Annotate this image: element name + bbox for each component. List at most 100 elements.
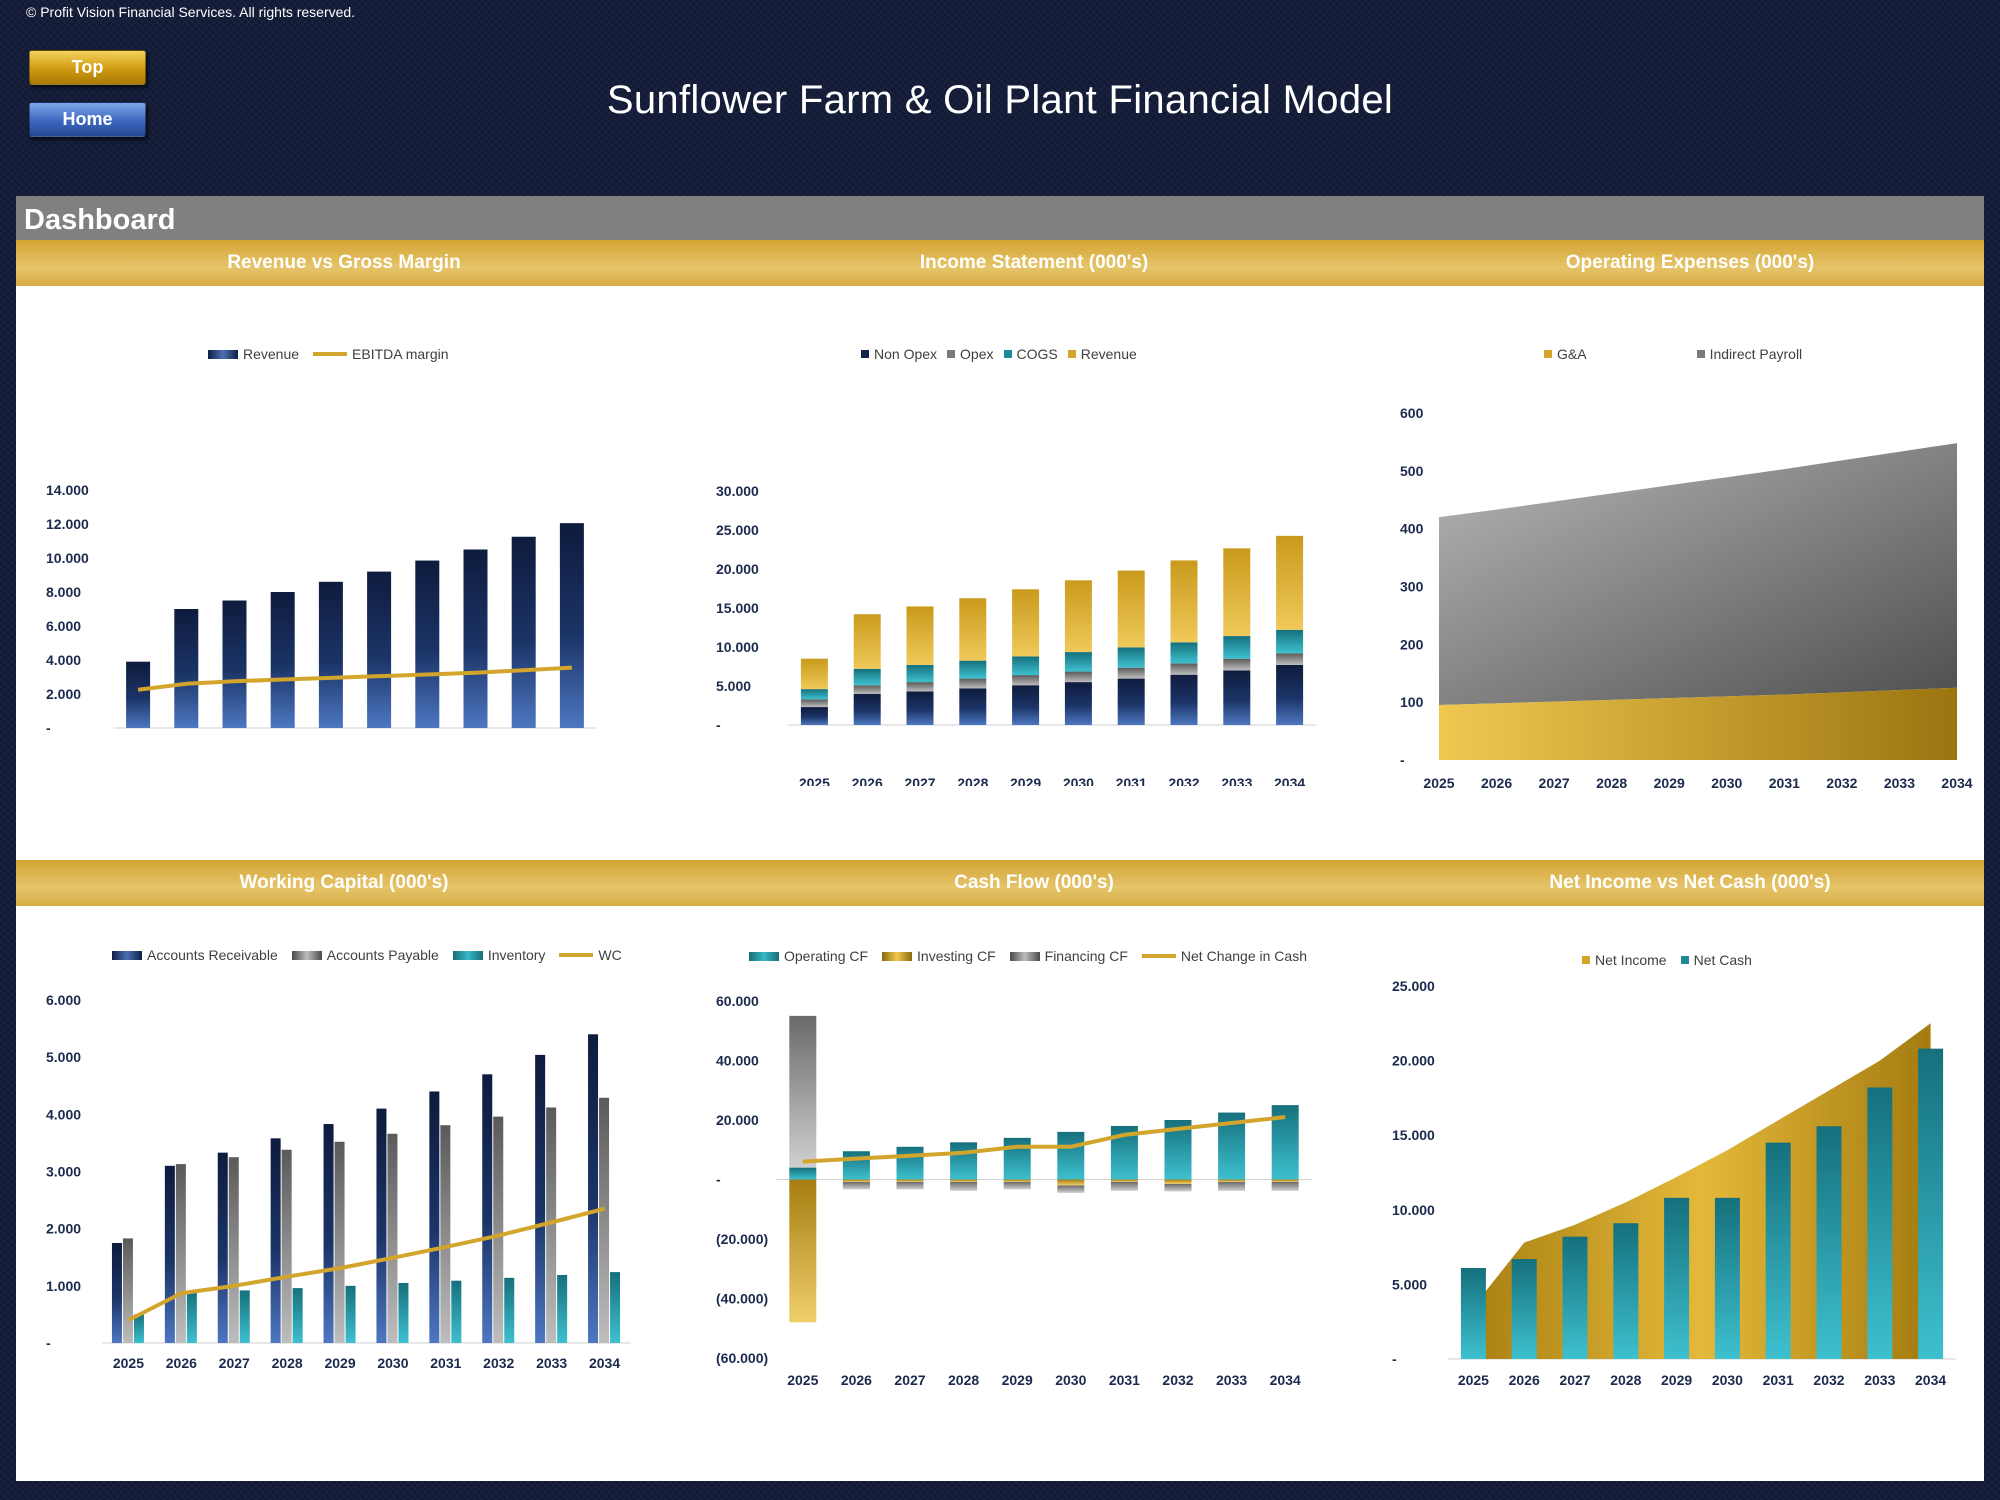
net-change-in-cash-line (802, 1115, 1286, 1164)
cogs-bar (1117, 647, 1145, 668)
x-tick-label: 2029 (324, 1355, 355, 1371)
inventory-bar (239, 1290, 250, 1343)
x-tick-label: 2033 (1216, 1372, 1247, 1388)
non-opex-bar (959, 688, 987, 725)
accounts-payable-bar (281, 1149, 292, 1343)
investing-cf-bar (1057, 1179, 1085, 1186)
legend-swatch (112, 950, 142, 960)
investing-cf-bar (1218, 1179, 1246, 1182)
net-cash-bar (1867, 1087, 1893, 1359)
inventory-bar (186, 1291, 197, 1343)
net-cash-bar (1460, 1267, 1486, 1359)
y-tick-label: 5.000 (1392, 1276, 1427, 1292)
y-tick-label: 12.000 (46, 516, 89, 532)
y-tick-label: 10.000 (716, 639, 759, 655)
legend-label: Financing CF (1044, 948, 1128, 964)
x-tick-label: 2027 (1559, 1372, 1590, 1388)
y-tick-label: - (716, 1172, 721, 1188)
revenue-bar (1064, 580, 1092, 653)
legend-label: Revenue (1080, 346, 1137, 362)
financing-cf-bar (896, 1181, 924, 1190)
financing-cf-bar (1110, 1181, 1138, 1191)
x-tick-label: 2025 (787, 1372, 818, 1388)
y-tick-label: 20.000 (716, 1112, 759, 1128)
x-tick-label: 2030 (1711, 775, 1742, 791)
y-tick-label: 400 (1400, 521, 1424, 537)
y-tick-label: 60.000 (716, 993, 759, 1009)
x-tick-label: 2026 (852, 775, 883, 786)
non-opex-bar (1064, 682, 1092, 725)
non-opex-bar (1170, 674, 1198, 725)
legend-swatch (313, 352, 348, 356)
accounts-receivable-bar (270, 1138, 281, 1343)
x-tick-label: 2029 (1002, 1372, 1033, 1388)
revenue-bar (853, 614, 881, 669)
legend-swatch (1544, 350, 1552, 358)
operating-cf-bar (1057, 1131, 1085, 1180)
investing-cf-bar (950, 1179, 978, 1182)
non-opex-bar (1223, 670, 1251, 725)
x-tick-label: 2033 (1884, 775, 1915, 791)
y-tick-label: 500 (1400, 463, 1424, 479)
revenue-bar (1276, 535, 1304, 630)
copyright-text: © Profit Vision Financial Services. All … (26, 4, 356, 20)
legend-label: COGS (1016, 346, 1058, 362)
accounts-receivable-bar (535, 1054, 546, 1343)
legend-opex: G&A Indirect Payroll (1544, 346, 1816, 362)
net-cash-bar (1765, 1142, 1791, 1359)
cogs-bar (1170, 642, 1198, 664)
revenue-bar (463, 549, 488, 728)
cashflow-chart: (60.000) (40.000) (20.000) - 20.000 40.000 60.… (716, 993, 1312, 1388)
legend-label: Opex (960, 346, 994, 362)
financing-cf-bar (950, 1181, 978, 1191)
revenue-bar (959, 598, 987, 661)
x-tick-label: 2030 (1063, 775, 1094, 786)
non-opex-bar (1276, 664, 1304, 725)
investing-cf-bar (842, 1179, 870, 1182)
x-tick-label: 2027 (1539, 775, 1570, 791)
home-button[interactable]: Home (29, 102, 146, 137)
cogs-bar (1276, 629, 1304, 654)
chart-title-wc: Working Capital (000's) (239, 872, 449, 893)
y-tick-label: 25.000 (716, 522, 759, 538)
x-tick-label: 2030 (377, 1355, 408, 1371)
x-tick-label: 2032 (1813, 1372, 1844, 1388)
chart-title-revenue: Revenue vs Gross Margin (227, 252, 461, 273)
indirect-payroll-area (1439, 443, 1957, 706)
x-tick-label: 2034 (1270, 1372, 1301, 1388)
accounts-payable-bar (122, 1238, 133, 1343)
investing-cf-bar (1003, 1179, 1031, 1182)
legend-label: Operating CF (784, 948, 869, 964)
legend-swatch (861, 350, 869, 358)
y-tick-label: 10.000 (1392, 1202, 1435, 1218)
x-tick-label: 2029 (1010, 775, 1041, 786)
x-tick-label: 2028 (1610, 1372, 1641, 1388)
y-tick-label: 5.000 (716, 678, 751, 694)
y-tick-label: (20.000) (716, 1231, 768, 1247)
y-tick-label: 15.000 (1392, 1127, 1435, 1143)
net-cash-bar (1562, 1236, 1588, 1359)
opex-bar (1170, 663, 1198, 675)
accounts-payable-bar (546, 1107, 557, 1343)
financing-cf-bar (842, 1181, 870, 1190)
cogs-bar (1064, 652, 1092, 672)
cogs-bar (959, 660, 987, 679)
legend-swatch (749, 951, 779, 961)
legend-label: WC (598, 947, 622, 963)
y-tick-label: 5.000 (46, 1049, 81, 1065)
net-cash-bar (1511, 1259, 1537, 1359)
x-tick-label: 2032 (1168, 775, 1199, 786)
operating-cf-bar (1003, 1137, 1031, 1180)
inventory-bar (557, 1274, 568, 1343)
operating-cf-bar (950, 1142, 978, 1180)
chart-title-netincome: Net Income vs Net Cash (000's) (1549, 872, 1831, 893)
top-button[interactable]: Top (29, 50, 146, 85)
legend-swatch (1067, 350, 1076, 358)
opex-chart: - 100 200 300 400 500 600 2025 2026 2027 2028 2029 2… (1400, 405, 1973, 791)
legend-wc: Accounts Receivable Accounts Payable Inv… (112, 947, 636, 963)
x-tick-label: 2028 (948, 1372, 979, 1388)
chart-title-cashflow: Cash Flow (000's) (954, 872, 1114, 893)
net-cash-bar (1714, 1197, 1740, 1359)
cogs-bar (853, 668, 881, 686)
y-tick-label: 6.000 (46, 618, 81, 634)
